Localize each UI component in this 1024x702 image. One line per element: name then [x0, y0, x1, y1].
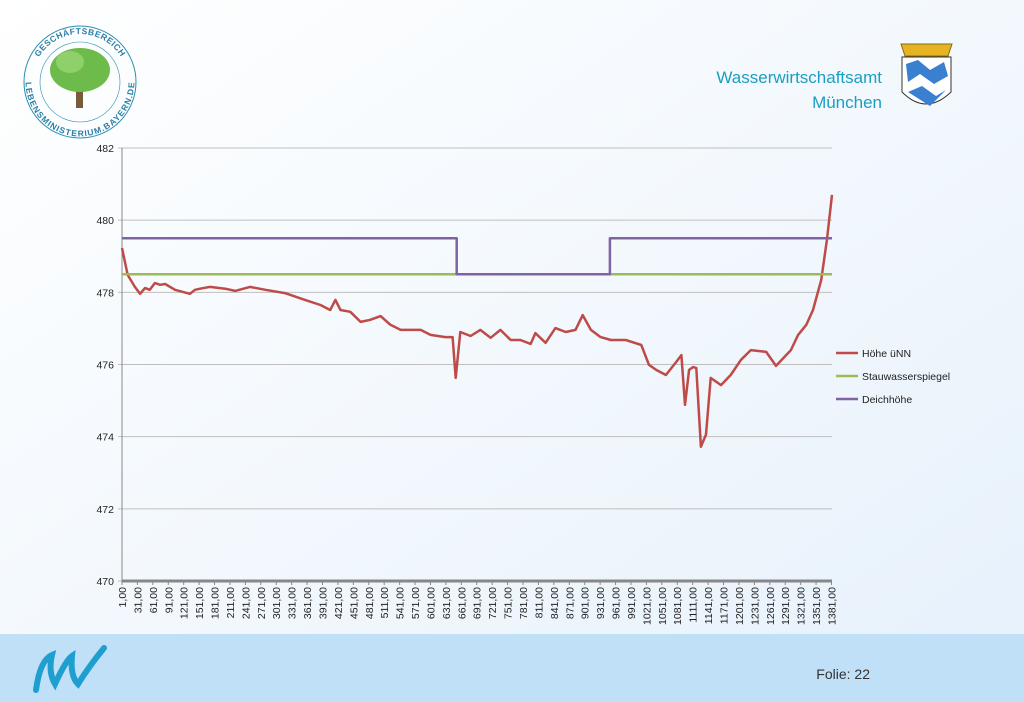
x-tick-label: 421,00 — [333, 587, 345, 619]
chart: 470 472 474 476 478 480 482 1,00 31,00 61,00 91,00… — [96, 143, 950, 625]
y-tick-label: 470 — [96, 576, 114, 588]
x-tick-label: 31,00 — [132, 587, 144, 613]
x-tick-label: 751,00 — [503, 587, 515, 619]
x-tick-label: 1111,00 — [688, 587, 700, 623]
x-tick-label: 1,00 — [117, 587, 129, 608]
x-tick-label: 451,00 — [348, 587, 360, 619]
data-line — [120, 194, 834, 449]
y-tick-label: 474 — [96, 432, 114, 444]
x-tick-label: 1051,00 — [657, 587, 669, 625]
x-tick-label: 871,00 — [564, 587, 576, 619]
x-tick-label: 961,00 — [611, 587, 623, 619]
x-tick-label: 1201,00 — [734, 587, 746, 625]
legend-label: Deichhöhe — [862, 394, 912, 406]
x-tick-label: 211,00 — [225, 587, 237, 618]
x-tick-label: 1381,00 — [826, 587, 838, 625]
x-tick-label: 721,00 — [487, 587, 499, 619]
x-tick-label: 841,00 — [549, 587, 561, 619]
footer-logo — [33, 645, 107, 693]
x-tick-label: 1021,00 — [641, 587, 653, 625]
x-tick-label: 271,00 — [256, 587, 268, 619]
y-tick-label: 478 — [96, 287, 114, 299]
x-tick-label: 1351,00 — [811, 587, 823, 625]
x-tick-label: 121,00 — [179, 587, 191, 619]
x-tick-label: 1291,00 — [780, 587, 792, 625]
x-tick-label: 481,00 — [364, 587, 376, 619]
y-tick-label: 482 — [96, 143, 114, 155]
bavaria-crest — [900, 43, 953, 106]
footer-band — [0, 634, 1024, 702]
x-tick-label: 811,00 — [533, 587, 545, 618]
x-tick-label: 301,00 — [271, 587, 283, 619]
x-tick-label: 991,00 — [626, 587, 638, 619]
x-tick-label: 1141,00 — [703, 587, 715, 624]
x-tick-label: 1081,00 — [672, 587, 684, 625]
x-tick-label: 391,00 — [318, 587, 330, 619]
x-tick-label: 781,00 — [518, 587, 530, 619]
x-tick-label: 1321,00 — [796, 587, 808, 625]
legend-label: Stauwasserspiegel — [862, 371, 950, 383]
y-tick-label: 472 — [96, 504, 114, 516]
x-tick-label: 181,00 — [210, 587, 222, 619]
x-tick-label: 901,00 — [580, 587, 592, 619]
x-tick-label: 1171,00 — [719, 587, 731, 624]
x-tick-label: 151,00 — [194, 587, 206, 619]
org-name-line2: München — [812, 93, 882, 112]
x-tick-label: 331,00 — [287, 587, 299, 619]
x-tick-label: 1231,00 — [749, 587, 761, 625]
x-tick-label: 601,00 — [425, 587, 437, 619]
x-tick-label: 1261,00 — [765, 587, 777, 625]
x-tick-label: 541,00 — [395, 587, 407, 619]
org-name-line1: Wasserwirtschaftsamt — [716, 68, 882, 87]
y-tick-label: 480 — [96, 215, 114, 227]
x-tick-label: 61,00 — [148, 587, 160, 613]
x-tick-label: 631,00 — [441, 587, 453, 619]
x-tick-label: 511,00 — [379, 587, 391, 618]
x-tick-label: 571,00 — [410, 587, 422, 619]
x-tick-label: 931,00 — [595, 587, 607, 619]
legend-label: Höhe üNN — [862, 348, 911, 360]
x-tick-label: 691,00 — [472, 587, 484, 619]
data-line — [122, 236, 832, 276]
slide-number: Folie: 22 — [816, 666, 870, 682]
y-tick-label: 476 — [96, 360, 114, 372]
x-tick-label: 361,00 — [302, 587, 314, 619]
x-tick-label: 91,00 — [163, 587, 175, 613]
x-tick-label: 241,00 — [240, 587, 252, 619]
x-tick-label: 661,00 — [456, 587, 468, 619]
